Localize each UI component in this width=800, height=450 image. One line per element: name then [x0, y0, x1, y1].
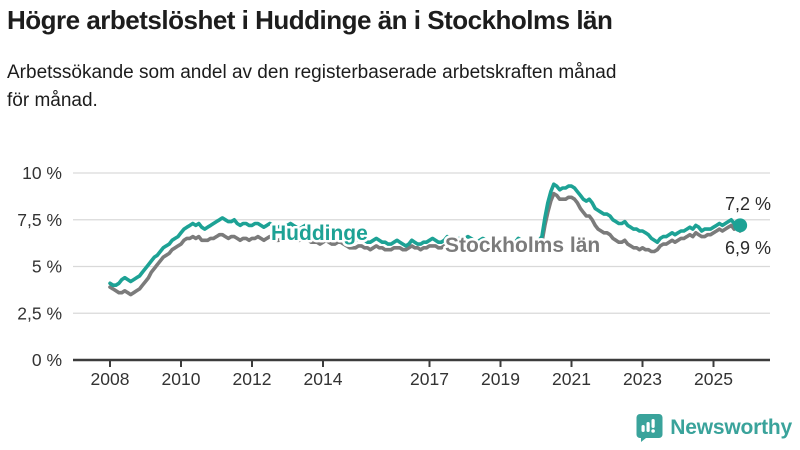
y-axis-tick-label: 10 %	[22, 163, 62, 183]
series-end-value-label: 7,2 %	[725, 194, 771, 214]
x-axis-tick-label: 2021	[552, 369, 591, 389]
logo-bar-2	[646, 422, 650, 432]
logo-bar-3	[651, 419, 655, 428]
newsworthy-logo-icon	[636, 414, 663, 442]
series-line-stockholms-l-n	[108, 191, 742, 297]
chart-subtitle: Arbetssökande som andel av den registerb…	[7, 59, 793, 116]
newsworthy-logo: Newsworthy	[636, 413, 792, 442]
x-axis-tick-label: 2012	[233, 369, 272, 389]
chart-subtitle-line-1: Arbetssökande som andel av den registerb…	[7, 61, 617, 83]
x-axis-tick-label: 2017	[410, 369, 449, 389]
series-line-huddinge	[108, 182, 742, 288]
series-end-value-label: 6,9 %	[725, 238, 771, 258]
x-axis-tick-label: 2023	[623, 369, 662, 389]
x-axis-tick-label: 2008	[91, 369, 130, 389]
newsworthy-logo-text: Newsworthy	[670, 415, 792, 439]
y-axis-tick-label: 7,5 %	[17, 210, 62, 230]
chart-subtitle-line-2: för månad.	[7, 90, 98, 111]
logo-exclamation-dot	[651, 429, 656, 433]
series-label-stockholms-l-n: Stockholms län	[445, 234, 600, 257]
x-axis-tick-label: 2019	[481, 369, 520, 389]
x-axis-tick-label: 2014	[304, 369, 343, 389]
series-label-huddinge: Huddinge	[271, 222, 368, 245]
series-end-dot	[733, 218, 748, 233]
y-axis-tick-label: 0 %	[32, 350, 62, 370]
y-axis-tick-label: 2,5 %	[17, 303, 62, 323]
y-axis-tick-label: 5 %	[32, 257, 62, 277]
x-axis-tick-label: 2010	[162, 369, 201, 389]
logo-bar-1	[641, 425, 645, 432]
x-axis-tick-label: 2025	[694, 369, 733, 389]
chart-header: Högre arbetslöshet i Huddinge än i Stock…	[7, 4, 793, 116]
chart-title: Högre arbetslöshet i Huddinge än i Stock…	[7, 5, 613, 35]
